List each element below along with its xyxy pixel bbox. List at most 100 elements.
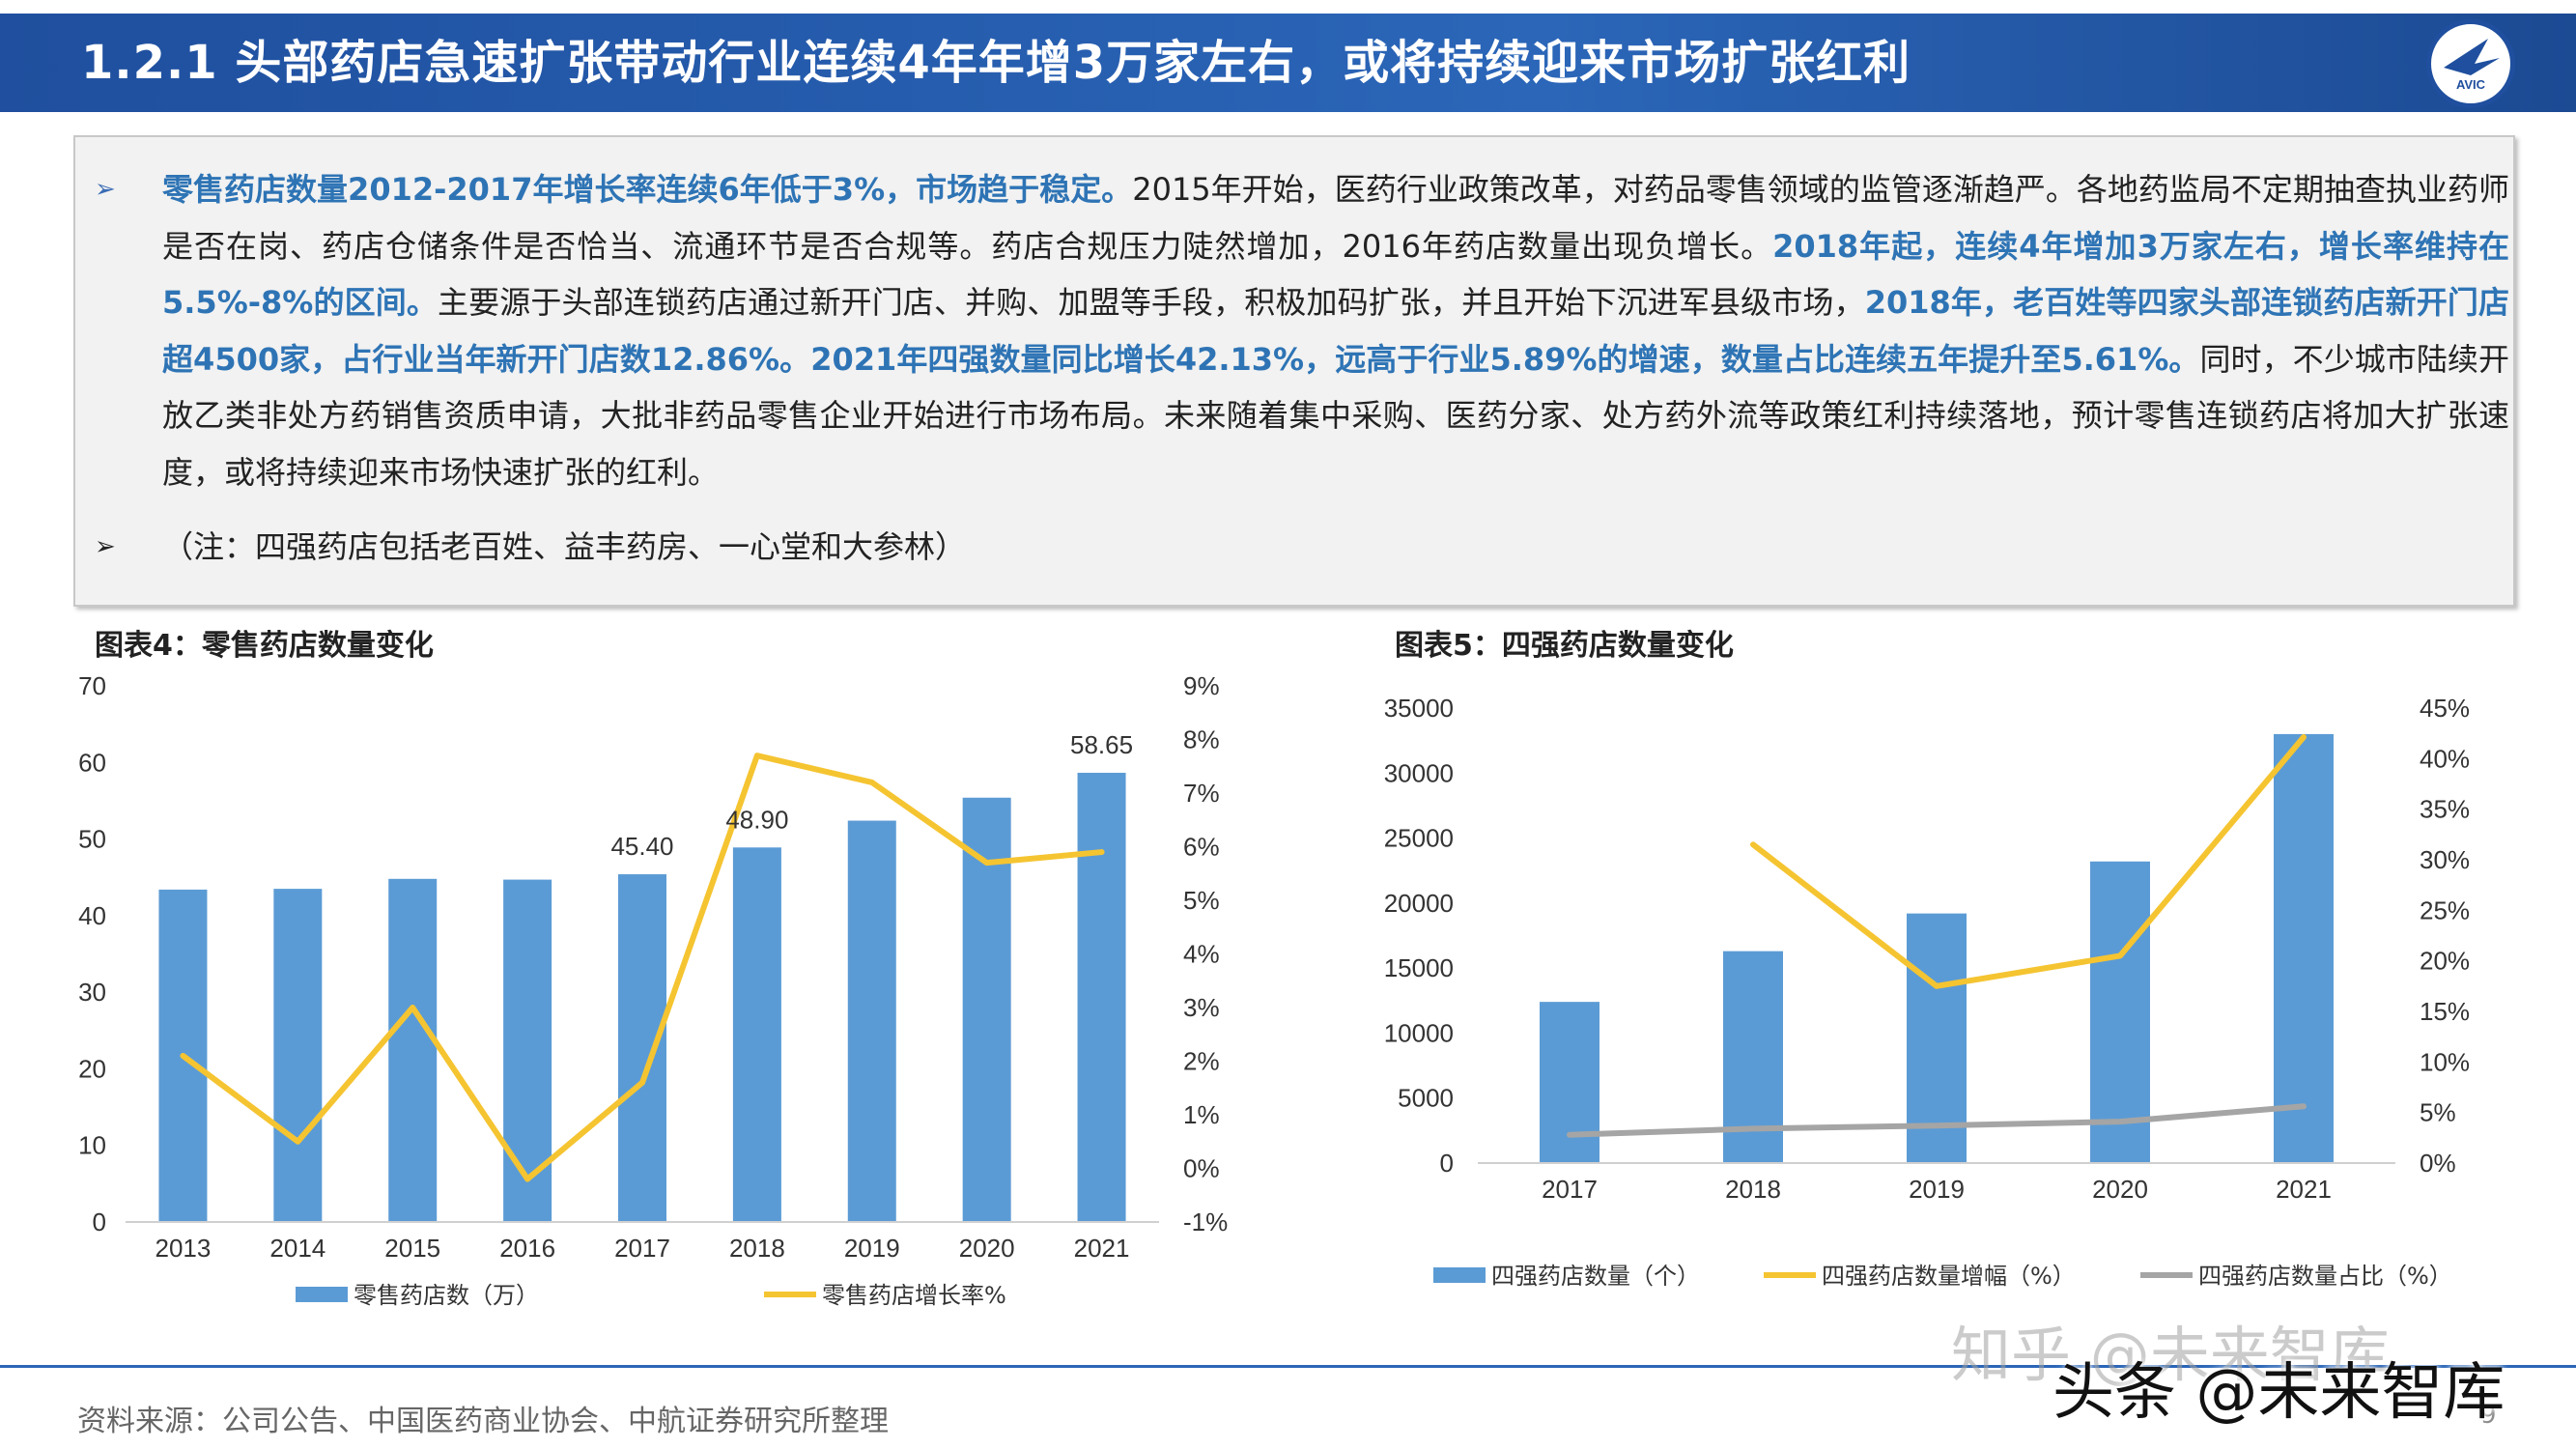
chart5-legend-swatch [1433,1267,1486,1283]
chart5-y-left-tick: 0 [1440,1149,1454,1178]
chart4-legend-label: 零售药店数（万） [354,1282,539,1309]
source-note: 资料来源：公司公告、中国医药商业协会、中航证券研究所整理 [77,1405,889,1438]
chart5-y-left-tick: 20000 [1384,889,1454,918]
page-title: 1.2.1 头部药店急速扩张带动行业连续4年年增3万家左右，或将持续迎来市场扩张… [81,36,1911,90]
chart5-bar [1907,913,1967,1163]
chart5-y-right-tick: 25% [2420,895,2470,924]
chart5-y-right-tick: 30% [2420,845,2470,874]
chart4-data-label: 58.65 [1070,730,1133,759]
chart4-y-left-tick: 50 [78,825,106,854]
chart5-y-left-tick: 10000 [1384,1018,1454,1047]
chart4-y-left-tick: 10 [78,1131,106,1160]
chart4-y-left-tick: 20 [78,1054,106,1083]
chart5-top4-pharmacy-count: 0 5000 10000 15000 20000 25000 30000 35000 0% 5% 1… [1384,694,2470,1290]
chart4-x-tick: 2015 [384,1234,440,1263]
chart5-x-tick: 2021 [2276,1175,2332,1204]
chart4-y-left-tick: 60 [78,748,106,777]
chart4-y-right-tick: 1% [1183,1100,1220,1129]
chart4-line-series [180,753,1105,1182]
chart5-title: 图表5：四强药店数量变化 [1395,629,1734,663]
chart5-y-left-tick: 15000 [1384,953,1454,982]
chart5-y-right-tick: 5% [2420,1098,2456,1127]
summary-text: 主要源于头部连锁药店通过新开门店、并购、加盟等手段，积极加码扩张，并且开始下沉进… [437,284,1865,321]
chart4-x-tick: 2016 [499,1234,555,1263]
note-bullet: ➢ （注：四强药店包括老百姓、益丰药房、一心堂和大参林） [95,519,966,575]
chart4-y-left-tick: 40 [78,901,106,930]
chart5-y-right-tick: 15% [2420,997,2470,1026]
note-text: （注：四强药店包括老百姓、益丰药房、一心堂和大参林） [162,528,967,565]
chart4-x-tick: 2013 [156,1234,212,1263]
chart4-legend-label: 零售药店增长率% [822,1282,1006,1309]
chart5-y-right-tick: 10% [2420,1047,2470,1076]
chart5-y-left-tick: 5000 [1398,1084,1454,1113]
chart5-legend-label: 四强药店数量（个） [1491,1263,1700,1290]
logo-text: AVIC [2456,77,2486,92]
chart5-x-tick: 2020 [2092,1175,2148,1204]
chart4-data-label: 48.90 [725,805,788,834]
chart4-bar [618,874,666,1222]
chart4-y-right-tick: 2% [1183,1047,1220,1076]
header-bar: 1.2.1 头部药店急速扩张带动行业连续4年年增3万家左右，或将持续迎来市场扩张… [0,14,2576,112]
chart4-bar [962,797,1011,1222]
arrow-right-icon: ➢ [95,175,116,204]
chart4-y-left-tick: 0 [93,1208,106,1236]
chart4-y-right-tick: 6% [1183,833,1220,862]
chart5-bar [1540,1002,1599,1163]
avic-logo: AVIC [2426,19,2515,108]
chart5-x-tick: 2017 [1542,1175,1598,1204]
chart5-y-left-tick: 30000 [1384,758,1454,787]
footer-divider [0,1365,2576,1368]
summary-box: ➢ 零售药店数量2012-2017年增长率连续6年低于3%，市场趋于稳定。201… [73,135,2515,607]
chart4-bar [847,820,896,1222]
chart5-y-left-tick: 35000 [1384,694,1454,723]
chart5-legend-label: 四强药店数量占比（%） [2198,1263,2452,1290]
chart5-y-right-tick: 0% [2420,1149,2456,1178]
avic-logo-icon: AVIC [2444,39,2500,92]
chart4-bar [503,879,552,1222]
chart5-x-tick: 2019 [1909,1175,1965,1204]
chart4-y-right-tick: 0% [1183,1154,1220,1183]
chart4-y-right-tick: 4% [1183,940,1220,969]
chart4-bar [732,847,781,1222]
chart4-y-right-tick: 5% [1183,886,1220,915]
chart4-bar [273,889,323,1222]
chart4-y-right-tick: 9% [1183,671,1220,700]
chart5-bar [2090,861,2150,1163]
chart4-y-right-tick: 7% [1183,779,1220,808]
chart4-y-right-tick: -1% [1183,1208,1228,1236]
summary-bullet: ➢ 零售药店数量2012-2017年增长率连续6年低于3%，市场趋于稳定。201… [95,161,2509,500]
page-number: 9 [2480,1401,2497,1430]
chart4-bar [388,878,438,1222]
summary-highlight: 零售药店数量2012-2017年增长率连续6年低于3%，市场趋于稳定。 [162,171,1133,208]
summary-text: 同时，不少城市陆续开放乙类非处方药销售资质申请，大批非药品零售企业开始进行市场布… [162,340,2509,491]
chart4-x-tick: 2019 [844,1234,900,1263]
chart4-y-right-tick: 8% [1183,725,1220,754]
chart4-legend-swatch [296,1287,348,1302]
chart4-x-tick: 2020 [959,1234,1015,1263]
chart4-bar [1077,772,1126,1222]
chart5-line-series [1750,734,2307,989]
chart5-line-series [1567,1103,2307,1138]
summary-paragraph: 零售药店数量2012-2017年增长率连续6年低于3%，市场趋于稳定。2015年… [162,161,2509,500]
chart5-legend-label: 四强药店数量增幅（%） [1822,1263,2076,1290]
summary-highlight: 2018年起，连续4年增加3万家左右，增长率维持在5.5%-8%的区间。 [162,227,2509,322]
chart5-y-right-tick: 45% [2420,694,2470,723]
chart4-y-right-tick: 3% [1183,993,1220,1022]
watermark-zhihu: 知乎 @未来智库 [1951,1320,2390,1390]
summary-highlight: 2018年，老百姓等四家头部连锁药店新开门店超4500家，占行业当年新开门店数1… [162,284,2509,378]
chart5-bar [2274,733,2334,1163]
chart4-data-label: 45.40 [610,832,673,861]
chart4-x-tick: 2018 [729,1234,785,1263]
chart4-x-tick: 2017 [614,1234,670,1263]
chart4-y-left-tick: 30 [78,978,106,1007]
chart4-x-tick: 2014 [269,1234,326,1263]
chart4-x-tick: 2021 [1074,1234,1130,1263]
arrow-right-icon: ➢ [95,532,116,561]
chart5-x-tick: 2018 [1725,1175,1781,1204]
chart5-y-right-tick: 20% [2420,947,2470,976]
chart4-y-left-tick: 70 [78,671,106,700]
chart5-y-right-tick: 35% [2420,795,2470,824]
summary-text: 2015年开始，医药行业政策改革，对药品零售领域的监管逐渐趋严。各地药监局不定期… [162,171,2509,265]
chart5-y-left-tick: 25000 [1384,824,1454,853]
chart5-y-right-tick: 40% [2420,744,2470,773]
